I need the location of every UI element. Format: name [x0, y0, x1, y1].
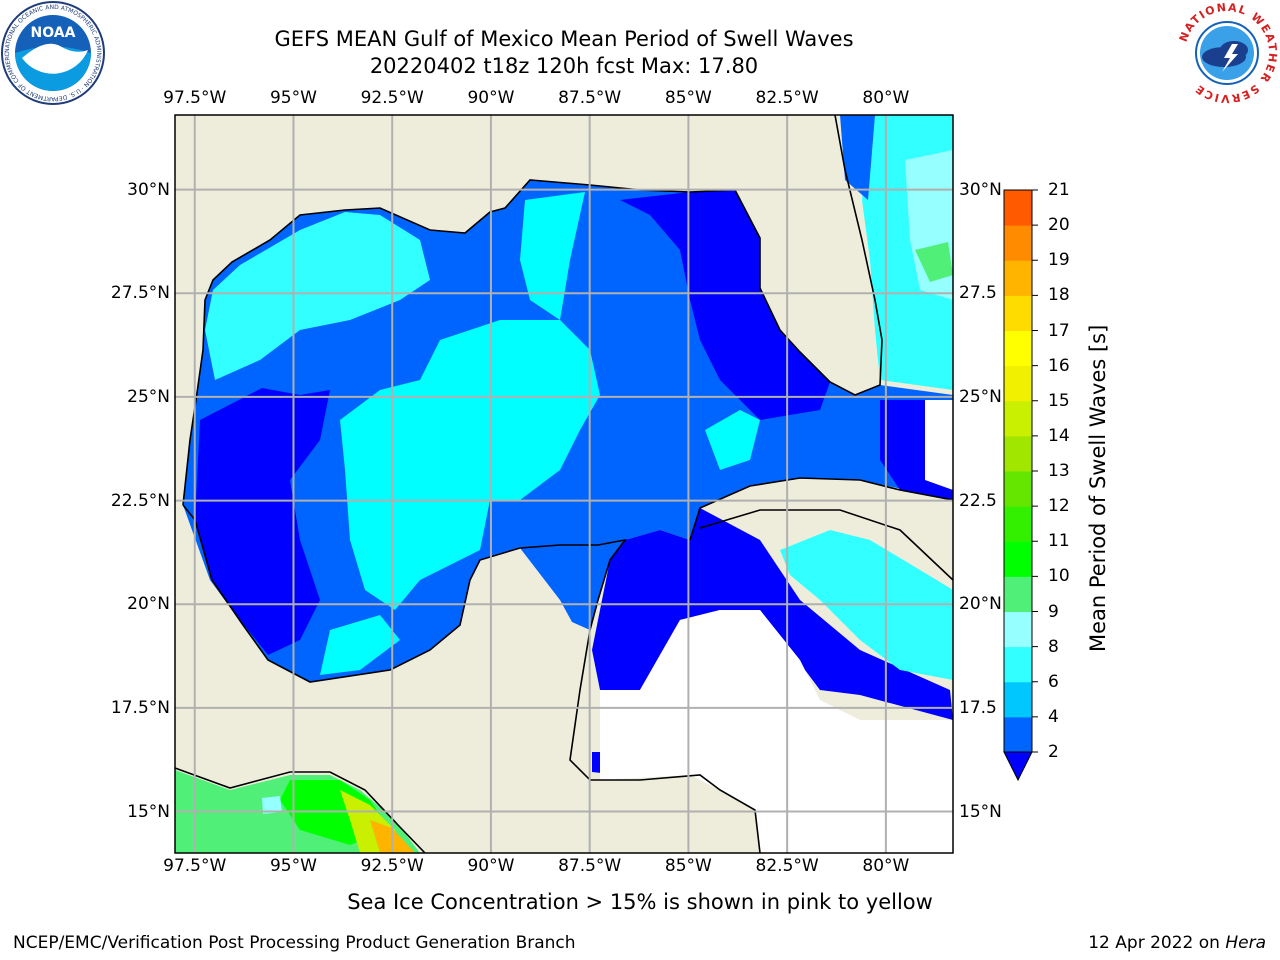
low-period-east — [620, 190, 830, 420]
colorbar-tick-label: 18 — [1048, 285, 1070, 306]
coastline — [182, 115, 883, 506]
colorbar-tick-label: 13 — [1048, 461, 1070, 481]
colorbar-bin — [1004, 190, 1032, 226]
cyan-east-gulf — [705, 410, 760, 470]
colorbar — [1003, 189, 1038, 782]
light-cyan-northwest — [205, 212, 430, 380]
colorbar-tick-label: 9 — [1048, 601, 1059, 622]
lon-label: 85°W — [664, 88, 712, 108]
lon-label: 82.5°W — [755, 856, 819, 876]
atlantic-blue — [840, 115, 875, 200]
colorbar-bin — [1004, 400, 1032, 437]
colorbar-tick-label: 19 — [1048, 250, 1070, 271]
lat-label: 22.5°N — [110, 490, 170, 511]
colorbar-bin — [1004, 681, 1032, 718]
nodata-strait — [925, 400, 953, 490]
lon-label: 80°W — [862, 88, 910, 108]
cyan-north — [520, 192, 585, 320]
colorbar-bin — [1004, 260, 1032, 296]
colorbar-bin — [1004, 576, 1032, 612]
colorbar-tick-label: 15 — [1048, 390, 1070, 411]
lon-label: 97.5°W — [163, 88, 227, 108]
footer-credit: NCEP/EMC/Verification Post Processing Pr… — [13, 933, 576, 953]
coastline-pacific — [175, 767, 426, 853]
colorbar-tick-label: 6 — [1048, 671, 1059, 692]
coastline-cuba — [689, 477, 953, 581]
lat-label-right: 15°N — [959, 801, 1002, 822]
lon-label: 95°W — [269, 856, 317, 876]
lat-label: 30°N — [127, 179, 170, 200]
colorbar-bin — [1004, 471, 1032, 507]
lon-label: 87.5°W — [558, 88, 622, 108]
colorbar-bin — [1004, 225, 1032, 261]
footer-date: 12 Apr 2022 on Hera — [1088, 933, 1266, 953]
lon-label: 95°W — [269, 88, 317, 108]
lat-label: 20°N — [127, 594, 170, 615]
lon-label: 90°W — [467, 856, 515, 876]
colorbar-tick-label: 10 — [1048, 566, 1070, 587]
colorbar-bin — [1004, 365, 1032, 402]
colorbar-bin — [1004, 541, 1032, 577]
atlantic-green — [915, 242, 953, 282]
colorbar-tick-label: 21 — [1048, 180, 1070, 200]
lat-label: 17.5°N — [110, 697, 170, 718]
lat-label-right: 22.5 — [959, 490, 997, 511]
low-period-caribbean — [592, 508, 953, 720]
lon-label: 87.5°W — [558, 856, 622, 876]
colorbar-bin — [1004, 716, 1032, 753]
map-frame — [174, 114, 954, 854]
coastline-mexico — [182, 504, 761, 853]
nws-logo: NATIONAL WEATHER SERVICE — [1177, 1, 1278, 105]
lon-label: 92.5°W — [360, 856, 424, 876]
lon-label: 80°W — [862, 856, 910, 876]
footer-host: Hera — [1225, 933, 1266, 953]
lat-label-right: 30°N — [959, 179, 1002, 200]
colorbar-tick-label: 4 — [1048, 706, 1059, 727]
cyan-southwest — [320, 615, 400, 675]
map-title: GEFS MEAN Gulf of Mexico Mean Period of … — [274, 27, 854, 51]
lat-label-right: 25°N — [959, 386, 1002, 407]
noaa-logo: NATIONAL OCEANIC AND ATMOSPHERIC ADMINIS… — [0, 0, 105, 105]
colorbar-bin — [1004, 506, 1032, 542]
lat-label-right: 20°N — [959, 594, 1002, 615]
colorbar-bin — [1004, 646, 1032, 683]
lat-label-right: 17.5 — [959, 697, 997, 718]
lon-label: 82.5°W — [755, 88, 819, 108]
lon-label: 92.5°W — [360, 88, 424, 108]
map-subtitle: 20220402 t18z 120h fcst Max: 17.80 — [369, 54, 759, 78]
cyan-central — [340, 320, 600, 610]
colorbar-tick-label: 20 — [1048, 215, 1070, 236]
lon-label: 90°W — [467, 88, 515, 108]
colorbar-extend-arrow — [1003, 751, 1033, 782]
colorbar-bin — [1004, 435, 1032, 472]
sea-ice-note: Sea Ice Concentration > 15% is shown in … — [347, 890, 933, 914]
lon-label: 97.5°W — [163, 856, 227, 876]
colorbar-title: Mean Period of Swell Waves [s] — [1086, 324, 1110, 652]
colorbar-bin — [1004, 611, 1032, 648]
colorbar-tick-label: 17 — [1048, 320, 1070, 341]
lat-label-right: 27.5 — [959, 283, 997, 304]
colorbar-tick-label: 2 — [1048, 742, 1059, 762]
footer-date-text: 12 Apr 2022 on — [1088, 933, 1226, 953]
graticule — [175, 115, 953, 853]
low-period-west — [195, 388, 330, 655]
colorbar-tick-label: 11 — [1048, 531, 1070, 552]
lat-label: 25°N — [127, 386, 170, 407]
colorbar-tick-label: 16 — [1048, 355, 1070, 376]
colorbar-tick-label: 12 — [1048, 496, 1070, 517]
colorbar-tick-label: 14 — [1048, 425, 1070, 446]
lat-label: 27.5°N — [110, 283, 170, 304]
colorbar-bin — [1004, 330, 1032, 367]
pacific-light-cyan — [262, 796, 282, 814]
colorbar-bin — [1004, 295, 1032, 331]
lon-label: 85°W — [664, 856, 712, 876]
lat-label: 15°N — [127, 801, 170, 822]
noaa-logo-text: NOAA — [31, 25, 76, 41]
colorbar-tick-label: 8 — [1048, 636, 1059, 657]
